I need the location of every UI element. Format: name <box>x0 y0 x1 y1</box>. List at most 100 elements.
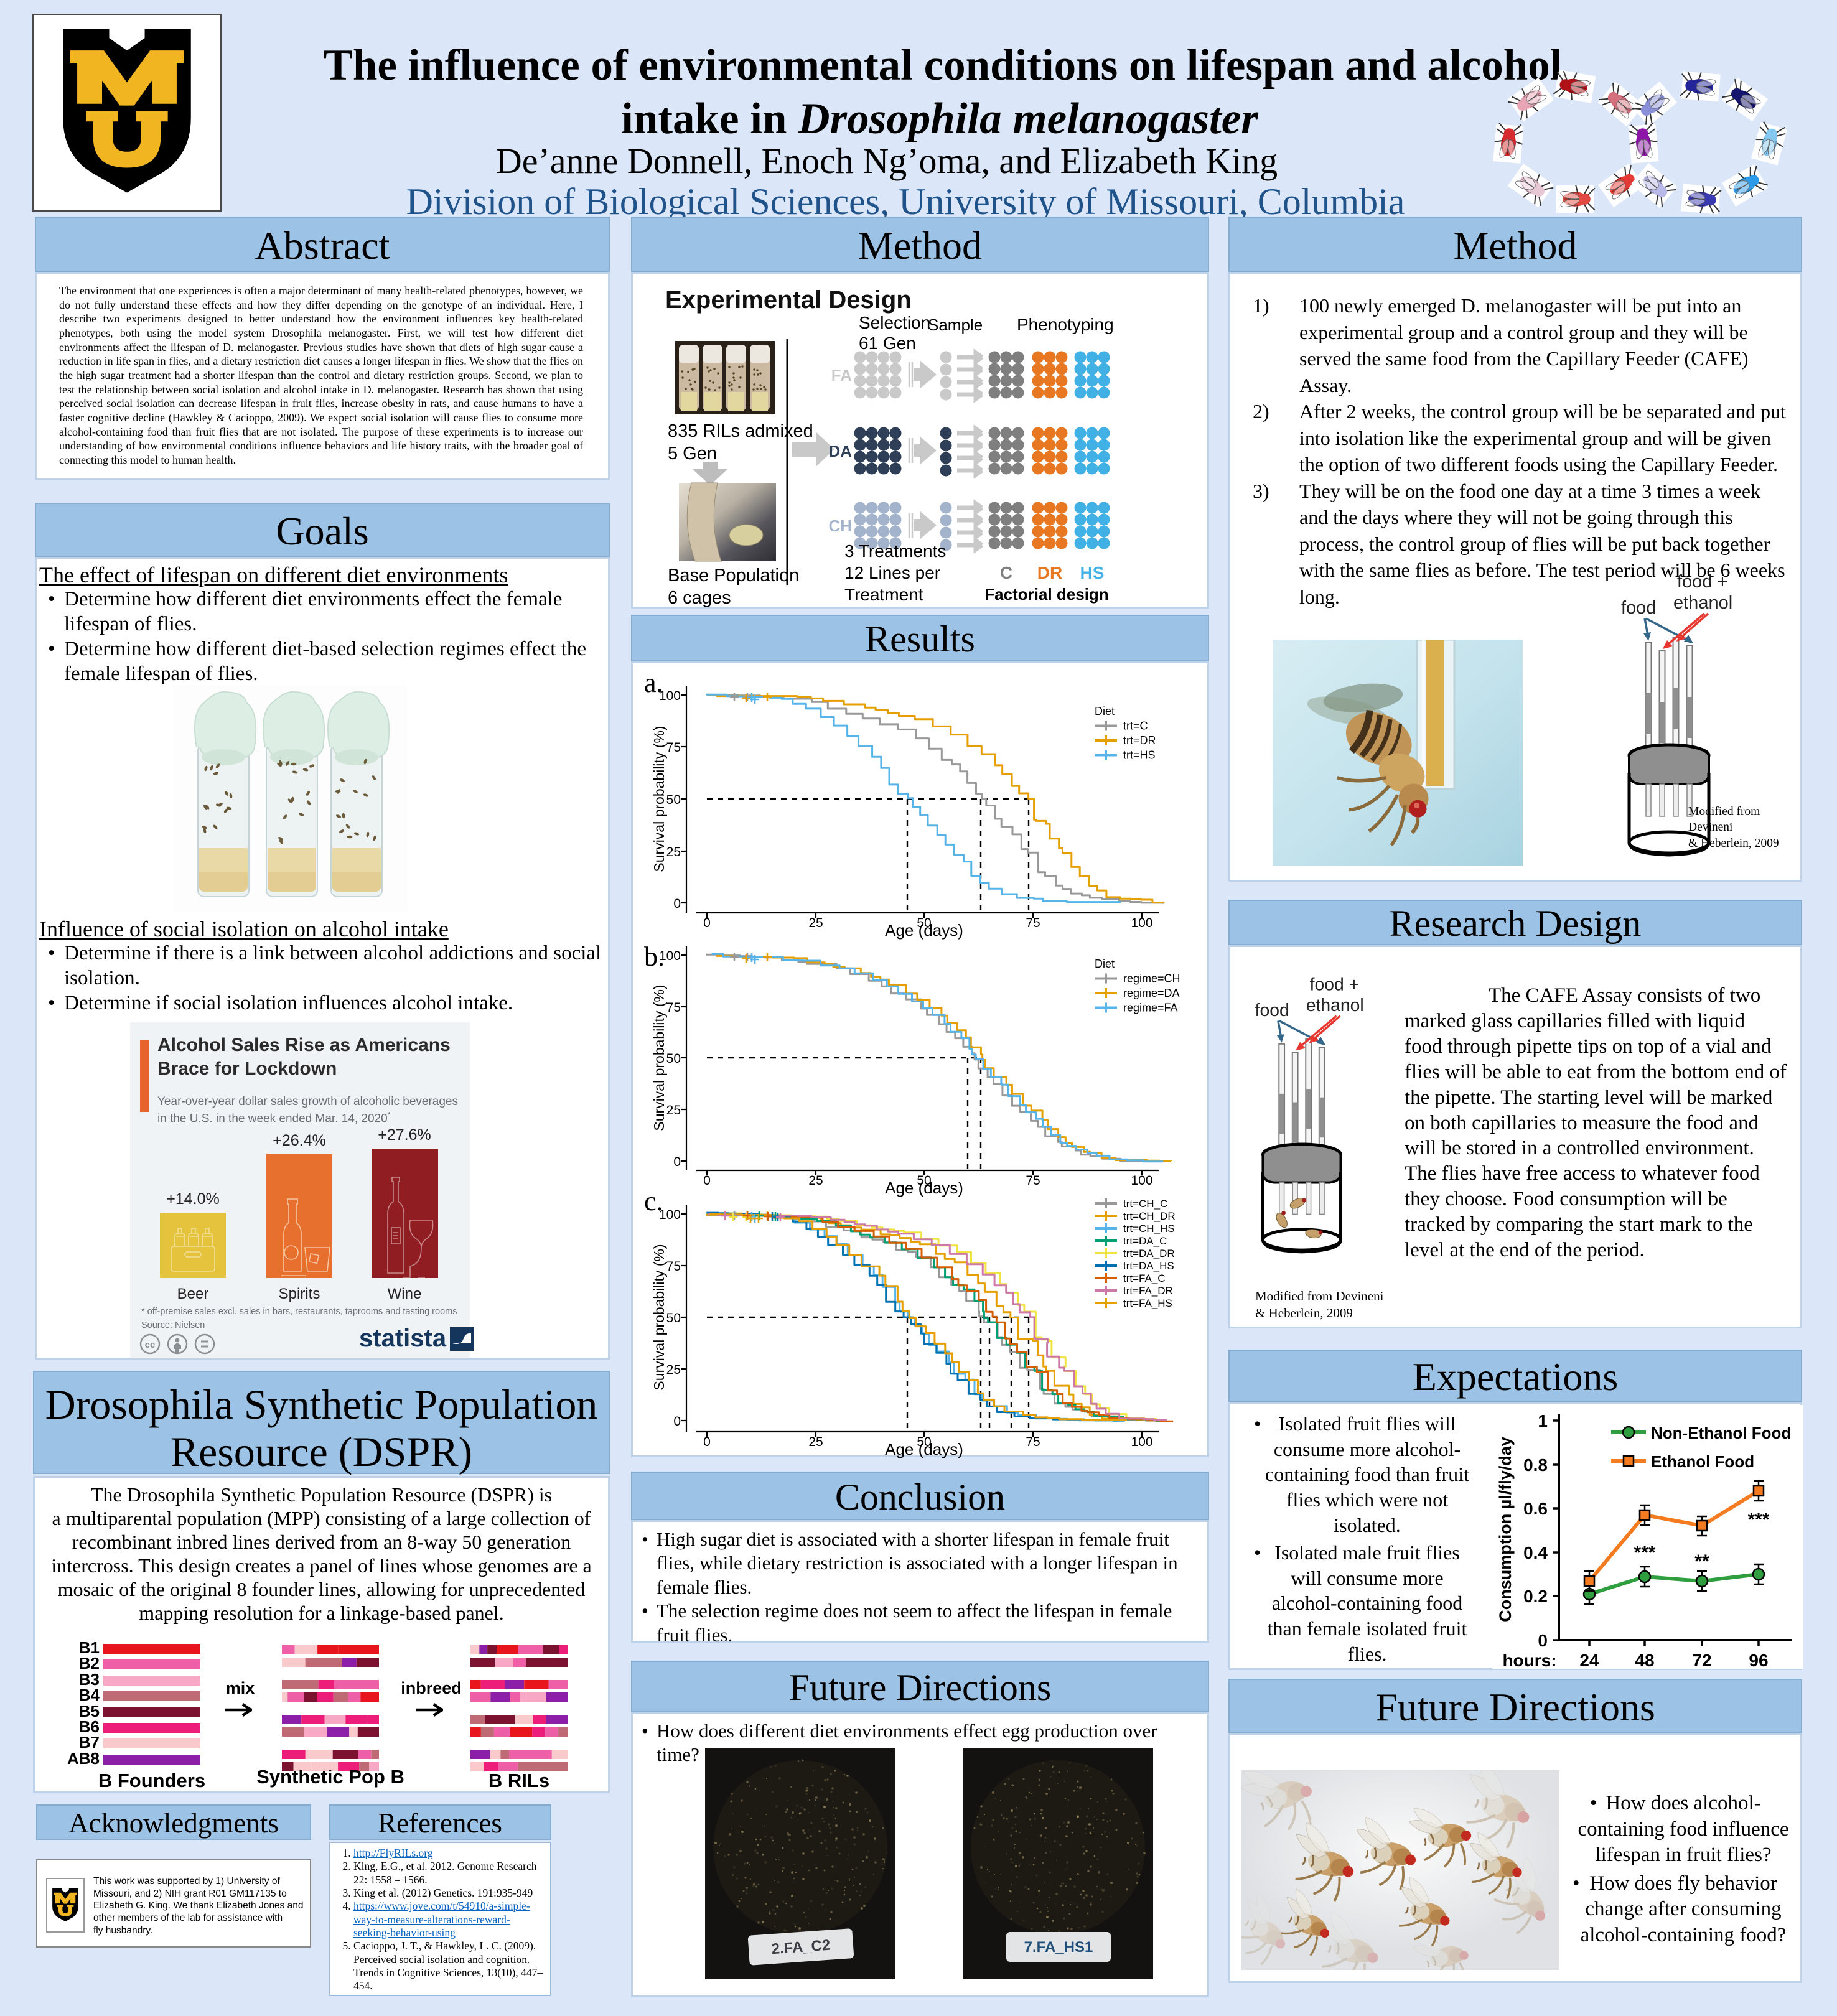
svg-text:mix: mix <box>226 1679 255 1697</box>
svg-text:regime=FA: regime=FA <box>1123 1002 1178 1014</box>
svg-text:C: C <box>1000 563 1012 582</box>
svg-text:24: 24 <box>1579 1651 1599 1670</box>
svg-text:hours:: hours: <box>1502 1651 1556 1670</box>
svg-text:50: 50 <box>666 1052 681 1066</box>
svg-text:0.8: 0.8 <box>1523 1455 1548 1475</box>
svg-text:B1: B1 <box>79 1638 100 1657</box>
svg-text:2.FA_C2: 2.FA_C2 <box>771 1937 831 1958</box>
svg-text:25: 25 <box>808 1435 823 1449</box>
svg-text:50: 50 <box>917 916 931 930</box>
svg-text:50: 50 <box>666 1311 681 1325</box>
svg-text:0: 0 <box>673 897 681 911</box>
svg-text:food: food <box>1621 598 1656 618</box>
svg-text:+14.0%: +14.0% <box>166 1190 220 1208</box>
svg-text:trt=FA_DR: trt=FA_DR <box>1123 1285 1173 1297</box>
svg-text:Non-Ethanol Food: Non-Ethanol Food <box>1651 1424 1791 1442</box>
svg-text:Wine: Wine <box>388 1286 422 1302</box>
svg-text:b.: b. <box>644 945 665 972</box>
svg-text:75: 75 <box>666 1001 681 1015</box>
svg-text:75: 75 <box>666 740 681 755</box>
svg-text:75: 75 <box>1026 1435 1040 1449</box>
svg-text:B2: B2 <box>79 1654 100 1673</box>
svg-text:75: 75 <box>1026 1174 1040 1188</box>
svg-text:100: 100 <box>659 949 681 963</box>
svg-text:B6: B6 <box>79 1717 100 1736</box>
svg-text:trt=FA_HS: trt=FA_HS <box>1123 1297 1172 1309</box>
svg-text:6 cages: 6 cages <box>668 588 731 607</box>
svg-text:0: 0 <box>673 1155 681 1169</box>
svg-text:trt=DA_DR: trt=DA_DR <box>1123 1248 1175 1259</box>
svg-text:trt=FA_C: trt=FA_C <box>1123 1272 1166 1284</box>
svg-text:+26.4%: +26.4% <box>273 1132 326 1149</box>
svg-text:Survival probability (%): Survival probability (%) <box>651 984 667 1131</box>
svg-text:Age (days): Age (days) <box>885 1440 963 1458</box>
svg-text:Synthetic Pop B: Synthetic Pop B <box>256 1766 404 1788</box>
svg-text:75: 75 <box>666 1259 681 1274</box>
svg-text:Factorial design: Factorial design <box>984 585 1108 604</box>
svg-text:HS: HS <box>1080 563 1105 582</box>
svg-text:B RILs: B RILs <box>488 1770 549 1791</box>
svg-text:100: 100 <box>659 1208 681 1222</box>
svg-text:trt=CH_DR: trt=CH_DR <box>1123 1210 1176 1222</box>
svg-text:25: 25 <box>666 1103 681 1118</box>
svg-text:12 Lines per: 12 Lines per <box>844 563 940 582</box>
svg-text:100: 100 <box>1131 916 1152 930</box>
svg-text:100: 100 <box>1131 1435 1152 1449</box>
svg-text:c.: c. <box>644 1189 663 1216</box>
svg-text:trt=CH_HS: trt=CH_HS <box>1123 1223 1175 1234</box>
svg-text:1: 1 <box>1538 1411 1548 1430</box>
svg-text:50: 50 <box>917 1435 931 1449</box>
svg-text:B4: B4 <box>79 1686 100 1704</box>
svg-text:Survival probability (%): Survival probability (%) <box>651 726 667 872</box>
svg-text:Experimental Design: Experimental Design <box>665 286 912 314</box>
svg-text:trt=DA_C: trt=DA_C <box>1123 1235 1167 1247</box>
svg-text:0: 0 <box>703 916 711 930</box>
svg-text:trt=C: trt=C <box>1123 720 1148 732</box>
svg-text:food +: food + <box>1677 572 1727 592</box>
svg-text:25: 25 <box>666 1363 681 1377</box>
svg-text:DR: DR <box>1037 563 1062 582</box>
svg-text:regime=CH: regime=CH <box>1123 973 1180 985</box>
svg-text:0.6: 0.6 <box>1523 1499 1548 1518</box>
svg-text:Phenotyping: Phenotyping <box>1017 315 1114 334</box>
svg-text:0.4: 0.4 <box>1523 1543 1548 1562</box>
svg-text:61 Gen: 61 Gen <box>859 334 916 353</box>
svg-text:regime=DA: regime=DA <box>1123 987 1180 999</box>
svg-text:food +: food + <box>1310 975 1360 995</box>
svg-text:0: 0 <box>673 1414 681 1429</box>
svg-text:25: 25 <box>666 845 681 859</box>
svg-text:Consumption µl/fly/day: Consumption µl/fly/day <box>1496 1437 1515 1622</box>
svg-text:Diet: Diet <box>1095 705 1115 717</box>
svg-text:inbreed: inbreed <box>401 1679 462 1697</box>
svg-text:ethanol: ethanol <box>1673 593 1732 613</box>
svg-text:Age (days): Age (days) <box>885 1178 963 1197</box>
svg-text:trt=DA_HS: trt=DA_HS <box>1123 1260 1174 1272</box>
svg-text:25: 25 <box>808 916 823 930</box>
svg-text:96: 96 <box>1749 1651 1768 1670</box>
svg-text:Age (days): Age (days) <box>885 921 963 940</box>
svg-text:3 Treatments: 3 Treatments <box>844 541 946 561</box>
svg-text:FA: FA <box>831 366 852 385</box>
svg-text:Base Population: Base Population <box>668 566 799 586</box>
svg-text:trt=HS: trt=HS <box>1123 749 1156 762</box>
svg-text:***: *** <box>1634 1542 1655 1563</box>
svg-text:***: *** <box>1747 1510 1769 1530</box>
svg-text:ethanol: ethanol <box>1306 996 1364 1015</box>
svg-text:Treatment: Treatment <box>844 585 923 604</box>
svg-text:Beer: Beer <box>177 1286 209 1302</box>
svg-text:48: 48 <box>1635 1651 1654 1670</box>
svg-text:0: 0 <box>703 1174 711 1188</box>
svg-text:AB8: AB8 <box>67 1749 100 1768</box>
svg-text:B5: B5 <box>79 1702 100 1720</box>
svg-text:CH: CH <box>828 516 852 535</box>
svg-text:**: ** <box>1694 1551 1709 1572</box>
svg-text:100: 100 <box>659 689 681 703</box>
svg-text:a.: a. <box>644 671 663 698</box>
svg-text:food: food <box>1255 1001 1289 1020</box>
svg-text:50: 50 <box>917 1174 931 1188</box>
svg-text:0: 0 <box>703 1435 711 1449</box>
svg-text:835 RILs admixed: 835 RILs admixed <box>668 421 813 441</box>
svg-text:75: 75 <box>1026 916 1040 930</box>
svg-text:0: 0 <box>1538 1631 1548 1650</box>
svg-text:+27.6%: +27.6% <box>378 1128 431 1144</box>
